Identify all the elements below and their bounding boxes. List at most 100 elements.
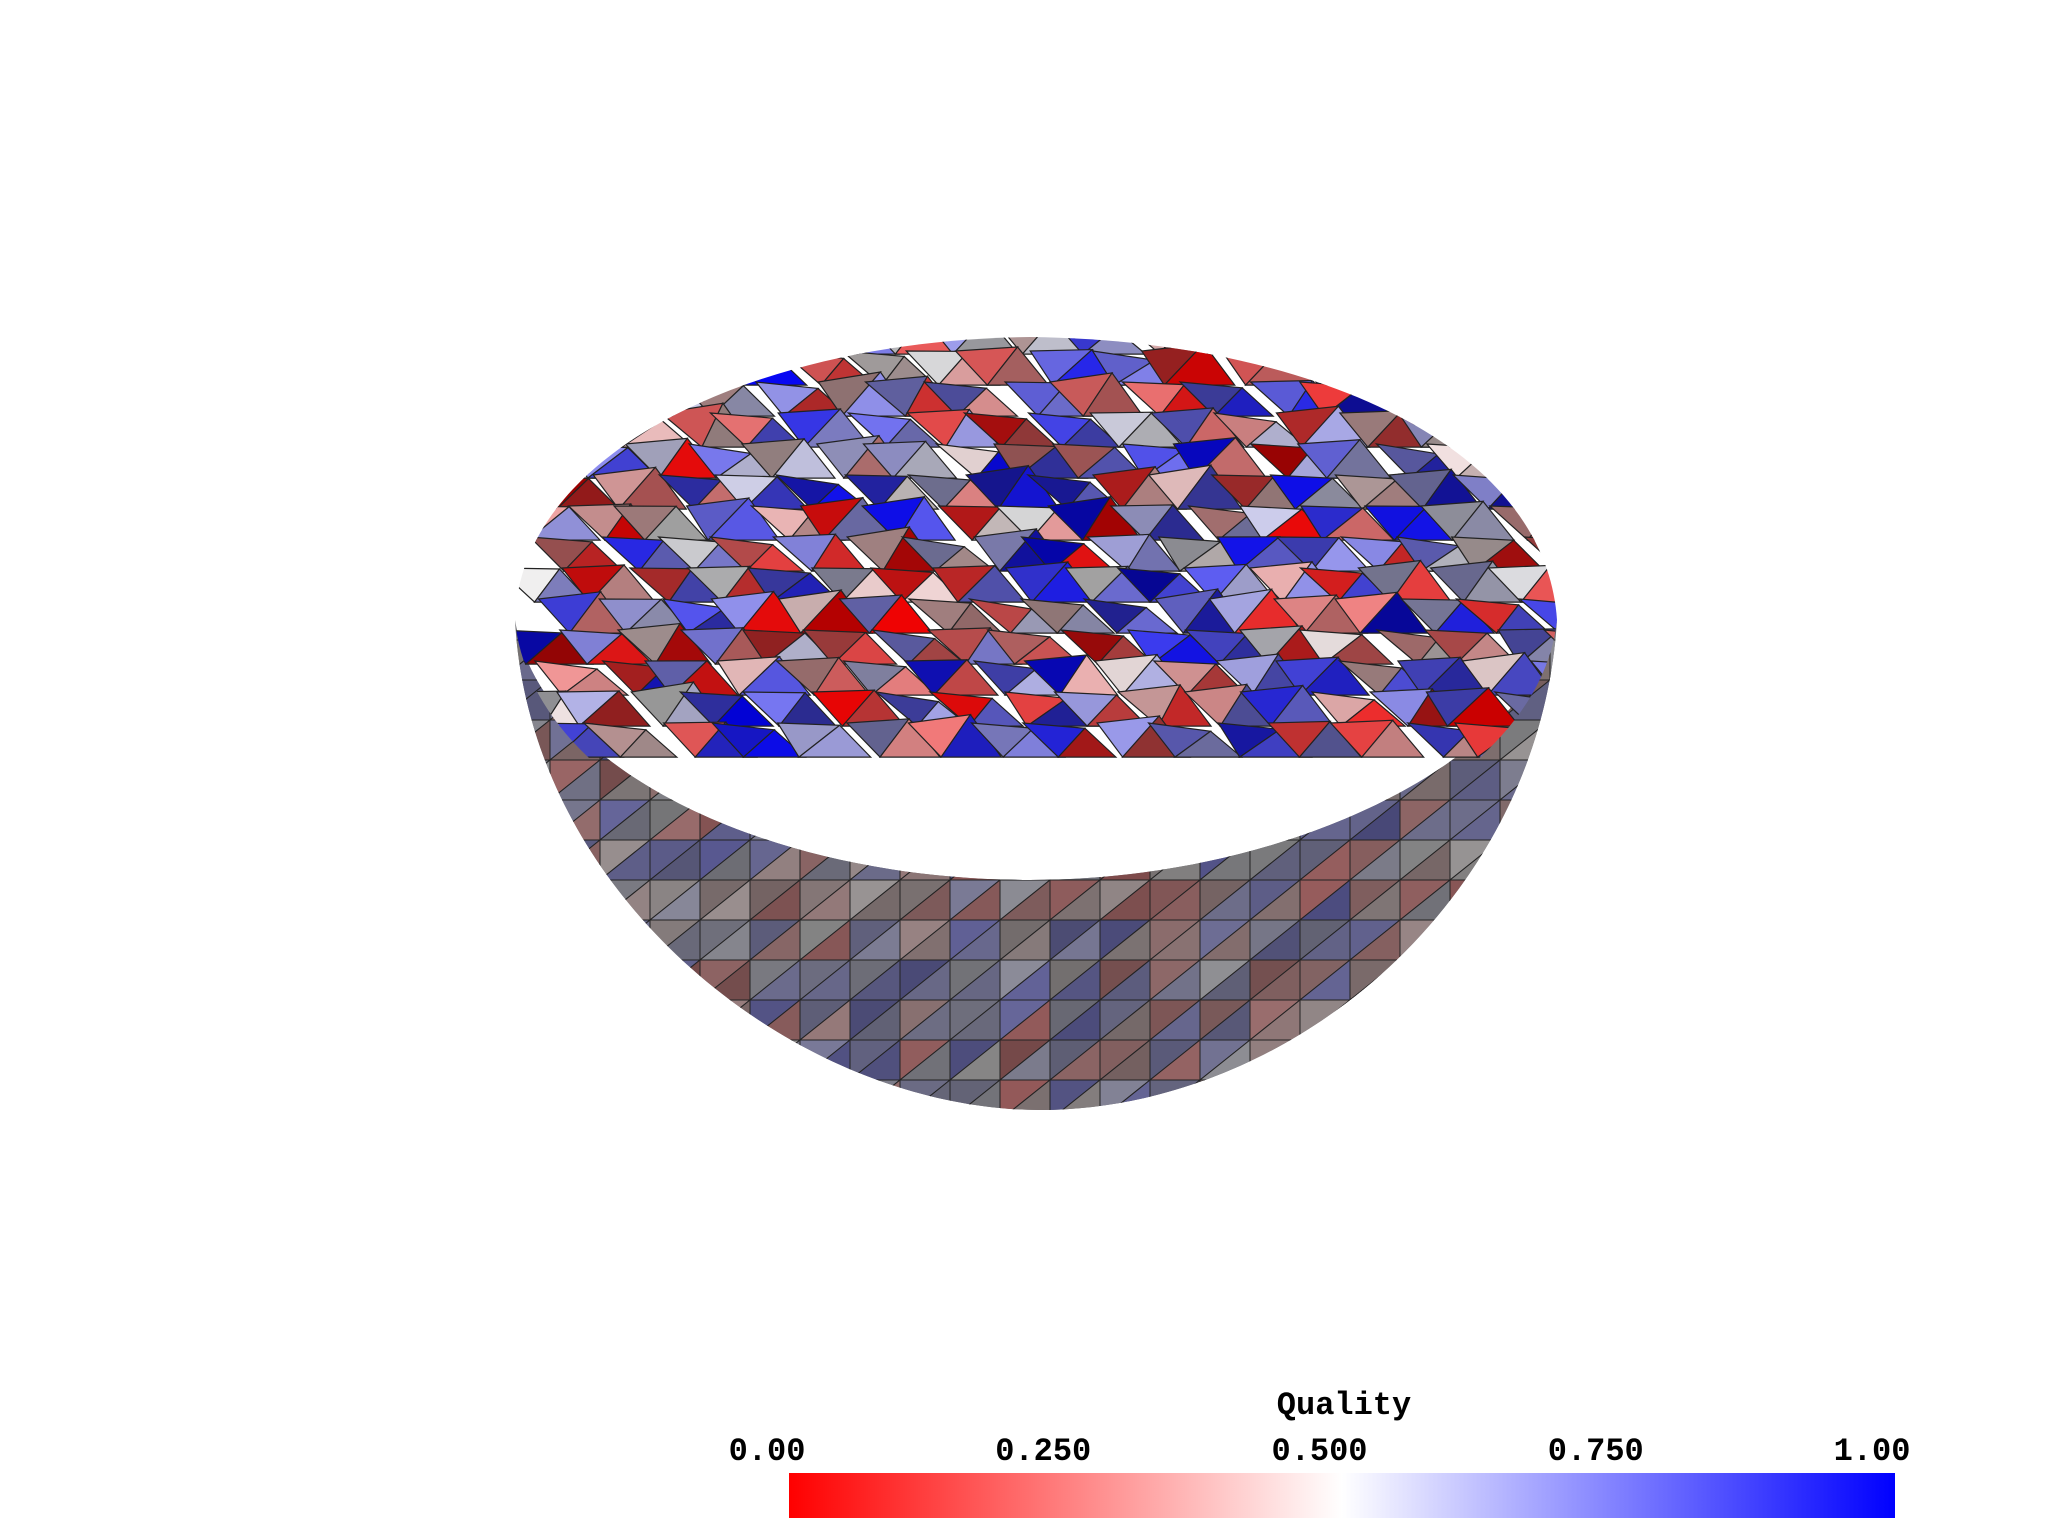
mesh-cell	[948, 798, 1001, 841]
mesh-cell	[1710, 408, 1772, 447]
mesh-cell	[526, 409, 592, 449]
mesh-cell	[1098, 838, 1151, 881]
mesh-cell	[797, 724, 873, 758]
mesh-cell	[1499, 1039, 1552, 1082]
mesh-cell	[741, 354, 809, 386]
mesh-cell	[1498, 1038, 1551, 1081]
mesh-cell	[1248, 798, 1301, 841]
mesh-cell	[1198, 1078, 1251, 1110]
mesh-cell	[515, 878, 551, 921]
mesh-cell	[1373, 337, 1439, 355]
mesh-cell	[1520, 342, 1557, 387]
mesh-cell	[1679, 351, 1740, 385]
mesh-cell	[1149, 1079, 1202, 1110]
mesh-cell	[1398, 958, 1451, 1001]
mesh-cell	[515, 337, 585, 355]
mesh-cell	[1418, 337, 1484, 355]
mesh-cell	[1198, 758, 1251, 801]
mesh-cell	[548, 878, 601, 921]
mesh-cell	[1548, 638, 1557, 681]
mesh-cell	[1048, 798, 1101, 841]
mesh-cell	[1548, 718, 1557, 761]
mesh-cell	[1349, 1039, 1402, 1082]
mesh-cell	[1526, 337, 1557, 355]
mesh-cell	[1498, 998, 1551, 1041]
mesh-cell	[515, 879, 552, 922]
mesh-cell	[798, 1078, 851, 1110]
mesh-cell	[1449, 1039, 1502, 1082]
mesh-cell	[754, 337, 820, 355]
mesh-cell	[1148, 838, 1201, 881]
mesh-cell	[1552, 381, 1557, 417]
mesh-cell	[515, 958, 551, 1001]
mesh-top	[515, 320, 1809, 759]
mesh-cell	[515, 959, 552, 1002]
mesh-cell	[1349, 999, 1402, 1042]
mesh-cell	[1149, 759, 1202, 802]
mesh-cell	[549, 879, 602, 922]
mesh-cell	[566, 375, 632, 418]
mesh-cell	[548, 998, 601, 1041]
mesh-cell	[1299, 999, 1352, 1042]
mesh-cell	[515, 998, 551, 1041]
mesh-cell	[1419, 380, 1484, 417]
mesh-cell	[551, 409, 623, 448]
mesh-cell	[782, 337, 851, 355]
mesh-cell	[1651, 636, 1717, 664]
mesh-cell	[898, 798, 951, 841]
mesh-cell	[1655, 661, 1717, 695]
mesh-cell	[515, 758, 551, 801]
mesh-cell	[1329, 350, 1395, 386]
mesh-cell	[1545, 341, 1557, 386]
mesh-cell	[1629, 360, 1685, 385]
mesh-cell	[1617, 320, 1679, 354]
mesh-cell	[1553, 435, 1557, 480]
mesh-cell	[1206, 337, 1274, 355]
mesh-cell	[1757, 358, 1809, 385]
mesh-cell	[1680, 404, 1750, 447]
mesh-cell	[1499, 879, 1552, 922]
mesh-cell	[1298, 758, 1351, 801]
mesh-cell	[1212, 387, 1275, 417]
mesh-cell	[629, 355, 697, 386]
mesh-cell	[515, 838, 551, 881]
mesh-cell	[1504, 371, 1557, 417]
mesh-cell	[1419, 409, 1493, 448]
mesh-cell	[1549, 879, 1557, 922]
mesh-cell	[1615, 438, 1677, 478]
mesh-cell	[1593, 537, 1655, 571]
mesh-cell	[1624, 630, 1686, 664]
mesh-cell	[1613, 415, 1670, 447]
mesh-cell	[515, 759, 552, 802]
mesh-cell	[1549, 999, 1557, 1042]
mesh-cell	[1298, 1078, 1351, 1110]
mesh-cell	[1466, 407, 1532, 449]
mesh-cell	[1049, 839, 1102, 882]
mesh-cell	[1549, 1079, 1557, 1110]
mesh-cell	[1549, 719, 1557, 762]
mesh-cell	[1562, 541, 1617, 571]
mesh-cell	[1548, 798, 1557, 841]
mesh-cell	[1548, 758, 1557, 801]
mesh-cell	[1348, 998, 1401, 1041]
mesh-cell	[1199, 799, 1252, 842]
mesh-cell	[598, 918, 651, 961]
mesh-cell	[548, 1078, 601, 1110]
mesh-cell	[1559, 604, 1612, 633]
mesh-cell	[548, 1038, 601, 1081]
mesh-cell	[698, 1038, 751, 1081]
mesh-cell	[649, 1079, 702, 1110]
mesh-cell	[1249, 799, 1302, 842]
mesh-cell	[515, 999, 552, 1042]
mesh-cell	[1398, 376, 1454, 417]
mesh-cell	[1684, 621, 1746, 664]
mesh-cell	[515, 718, 551, 761]
mesh-cell	[1049, 799, 1102, 842]
mesh-cell	[599, 919, 652, 962]
mesh-cell	[1149, 799, 1202, 842]
mesh-cell	[648, 758, 701, 801]
mesh-cell	[1330, 337, 1394, 355]
mesh-cell	[1657, 384, 1713, 416]
mesh-cell	[998, 838, 1051, 881]
